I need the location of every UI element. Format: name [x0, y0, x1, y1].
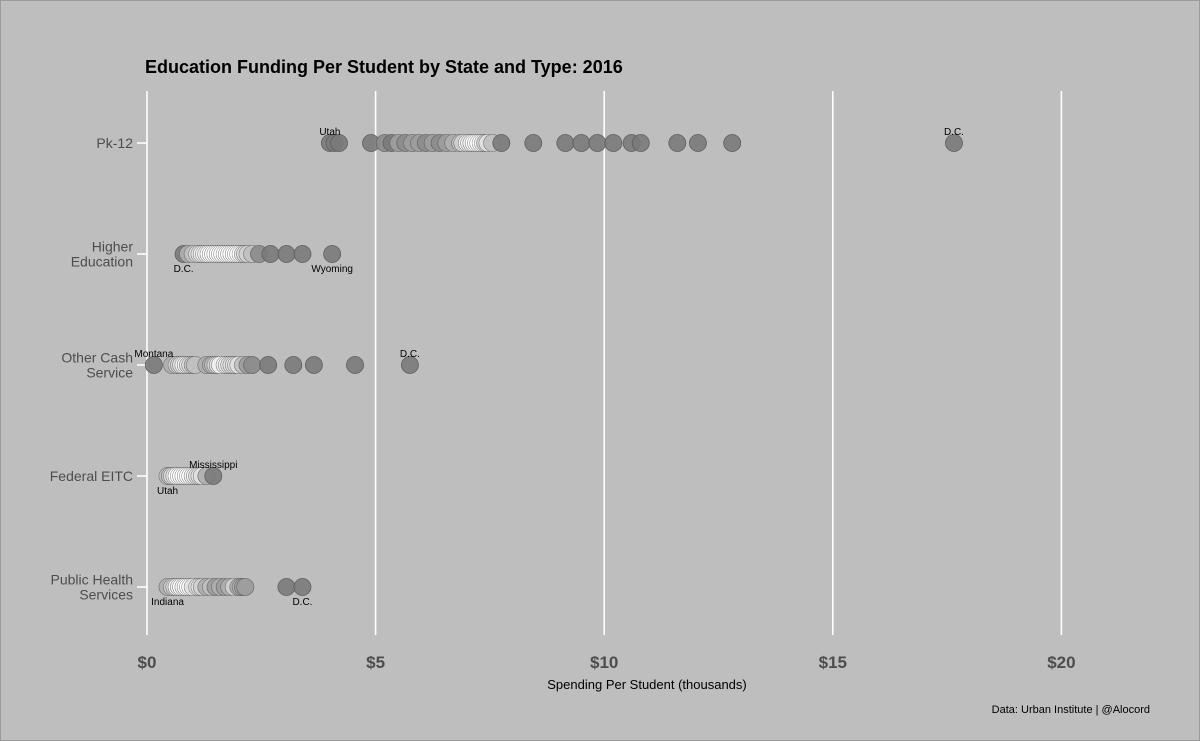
data-point: [945, 134, 963, 152]
point-label: D.C.: [174, 264, 194, 275]
x-tick-label: $5: [366, 653, 385, 672]
data-point: [144, 356, 163, 374]
point-label: Utah: [319, 127, 340, 138]
data-point: [243, 356, 262, 374]
data-point: [723, 134, 742, 152]
data-point: [236, 578, 255, 596]
point-label: Mississippi: [189, 460, 237, 471]
point-label: Montana: [134, 349, 173, 360]
data-point: [572, 134, 591, 152]
point-label: D.C.: [944, 127, 964, 138]
chart-title: Education Funding Per Student by State a…: [145, 57, 623, 77]
data-point: [346, 356, 364, 374]
y-tick-marks: [137, 142, 147, 588]
point-annotations: Utah D.C. D.C. Wyoming Montana D.C. Mississipp…: [134, 127, 964, 608]
data-point: [277, 245, 296, 263]
point-label: Wyoming: [311, 264, 353, 275]
data-point: [668, 134, 687, 152]
y-tick-label: Services: [79, 587, 133, 603]
x-tick-label: $10: [590, 653, 618, 672]
data-point: [293, 578, 312, 596]
y-tick-label: Pk-12: [96, 135, 133, 151]
data-point: [304, 356, 323, 374]
x-tick-label: $0: [138, 653, 157, 672]
y-tick-label: Education: [71, 254, 133, 270]
data-point: [689, 134, 707, 152]
point-label: D.C.: [400, 349, 420, 360]
x-axis-title: Spending Per Student (thousands): [547, 677, 746, 692]
gridlines: [146, 91, 1063, 635]
point-label: Utah: [157, 486, 178, 497]
x-tick-label: $20: [1047, 653, 1075, 672]
data-point: [293, 245, 312, 263]
data-point: [631, 134, 650, 152]
data-point: [284, 356, 303, 374]
data-point: [588, 134, 607, 152]
data-points: [144, 134, 963, 596]
data-point: [261, 245, 280, 263]
data-point: [277, 578, 296, 596]
y-tick-label: Public Health: [51, 572, 134, 588]
y-tick-label: Service: [86, 365, 133, 381]
data-point: [400, 356, 419, 374]
data-point: [330, 134, 348, 152]
data-point: [524, 134, 543, 152]
data-point: [604, 134, 623, 152]
chart-caption: Data: Urban Institute | @Alocord: [992, 704, 1150, 716]
x-axis-labels: $0 $5 $10 $15 $20: [138, 653, 1076, 672]
y-tick-label: Higher: [92, 239, 134, 255]
point-label: D.C.: [292, 597, 312, 608]
data-point: [323, 245, 342, 263]
y-tick-label: Other Cash: [61, 350, 133, 366]
data-point: [556, 134, 575, 152]
x-tick-label: $15: [819, 653, 847, 672]
data-point: [492, 134, 511, 152]
point-label: Indiana: [151, 597, 184, 608]
y-tick-label: Federal EITC: [50, 468, 133, 484]
data-point: [204, 467, 223, 485]
data-point: [259, 356, 278, 374]
